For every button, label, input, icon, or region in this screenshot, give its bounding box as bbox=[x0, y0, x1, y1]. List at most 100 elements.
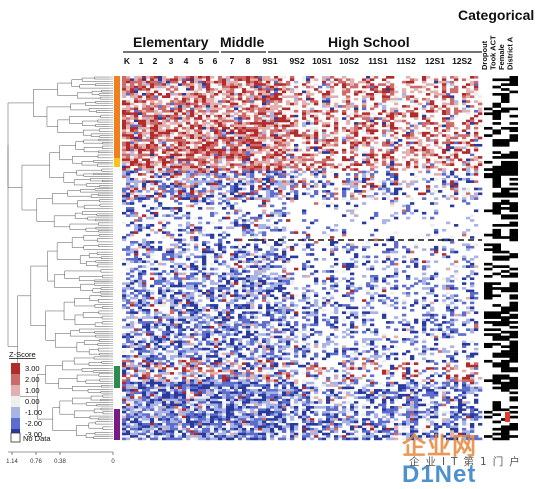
heatmap-cell bbox=[270, 253, 274, 256]
heatmap-cell bbox=[218, 243, 222, 246]
heatmap-cell bbox=[138, 78, 142, 81]
heatmap-cell bbox=[314, 292, 318, 295]
heatmap-cell bbox=[130, 302, 134, 305]
heatmap-cell bbox=[142, 188, 146, 191]
heatmap-cell bbox=[158, 316, 162, 319]
heatmap-cell bbox=[390, 236, 394, 239]
heatmap-cell bbox=[426, 168, 430, 171]
heatmap-cell bbox=[190, 185, 194, 188]
heatmap-cell bbox=[462, 311, 466, 314]
heatmap-cell bbox=[362, 91, 366, 94]
heatmap-cell bbox=[474, 156, 478, 159]
heatmap-cell bbox=[266, 127, 270, 130]
heatmap-cell bbox=[182, 268, 186, 271]
heatmap-cell bbox=[190, 168, 194, 171]
heatmap-cell bbox=[242, 159, 246, 162]
heatmap-cell bbox=[154, 161, 158, 164]
heatmap-cell bbox=[254, 287, 258, 290]
heatmap-cell bbox=[154, 197, 158, 200]
heatmap-cell bbox=[126, 146, 130, 149]
dendrogram-branch bbox=[95, 219, 109, 221]
heatmap-cell bbox=[186, 321, 190, 324]
heatmap-cell bbox=[370, 175, 374, 178]
heatmap-cell bbox=[158, 195, 162, 198]
heatmap-cell bbox=[366, 319, 370, 322]
heatmap-cell bbox=[322, 149, 326, 152]
heatmap-cell bbox=[214, 212, 218, 215]
heatmap-cell bbox=[230, 81, 234, 84]
heatmap-cell bbox=[202, 200, 206, 203]
heatmap-cell bbox=[170, 253, 174, 256]
heatmap-cell bbox=[242, 122, 246, 125]
heatmap-cell bbox=[142, 290, 146, 293]
heatmap-cell bbox=[258, 117, 262, 120]
heatmap-cell bbox=[294, 103, 298, 106]
heatmap-cell bbox=[326, 319, 330, 322]
heatmap-cell bbox=[342, 248, 346, 251]
heatmap-cell bbox=[330, 134, 334, 137]
heatmap-cell bbox=[154, 117, 158, 120]
heatmap-cell bbox=[270, 277, 274, 280]
heatmap-cell bbox=[226, 304, 230, 307]
heatmap-cell bbox=[346, 307, 350, 310]
heatmap-cell bbox=[306, 275, 310, 278]
heatmap-cell bbox=[342, 117, 346, 120]
heatmap-cell bbox=[202, 122, 206, 125]
heatmap-cell bbox=[386, 163, 390, 166]
heatmap-cell bbox=[454, 112, 458, 115]
heatmap-cell bbox=[434, 246, 438, 249]
heatmap-cell bbox=[450, 88, 454, 91]
heatmap-cell bbox=[158, 302, 162, 305]
heatmap-cell bbox=[150, 214, 154, 217]
heatmap-cell bbox=[410, 78, 414, 81]
heatmap-cell bbox=[194, 200, 198, 203]
heatmap-cell bbox=[406, 142, 410, 145]
heatmap-cell bbox=[174, 146, 178, 149]
heatmap-cell bbox=[330, 253, 334, 256]
heatmap-cell bbox=[170, 115, 174, 118]
heatmap-cell bbox=[174, 265, 178, 268]
dendrogram-branch bbox=[101, 115, 109, 118]
heatmap-cell bbox=[430, 154, 434, 157]
heatmap-cell bbox=[166, 171, 170, 174]
heatmap-cell bbox=[402, 112, 406, 115]
heatmap-cell bbox=[202, 81, 206, 84]
heatmap-cell bbox=[254, 105, 258, 108]
heatmap-cell bbox=[234, 185, 238, 188]
heatmap-cell bbox=[370, 154, 374, 157]
heatmap-cell bbox=[234, 292, 238, 295]
heatmap-cell bbox=[266, 154, 270, 157]
heatmap-cell bbox=[218, 226, 222, 229]
heatmap-cell bbox=[442, 256, 446, 259]
heatmap-cell bbox=[310, 98, 314, 101]
heatmap-cell bbox=[130, 188, 134, 191]
heatmap-cell bbox=[454, 273, 458, 276]
heatmap-cell bbox=[206, 81, 210, 84]
heatmap-cell bbox=[170, 183, 174, 186]
heatmap-cell bbox=[198, 316, 202, 319]
heatmap-cell bbox=[178, 314, 182, 317]
heatmap-cell bbox=[446, 307, 450, 310]
heatmap-cell bbox=[190, 294, 194, 297]
heatmap-cell bbox=[242, 214, 246, 217]
heatmap-cell bbox=[434, 178, 438, 181]
heatmap-cell bbox=[146, 195, 150, 198]
dendrogram-branch bbox=[98, 120, 109, 122]
heatmap-cell bbox=[278, 316, 282, 319]
heatmap-cell bbox=[154, 115, 158, 118]
heatmap-cell bbox=[446, 103, 450, 106]
dendrogram-branch bbox=[101, 295, 109, 297]
heatmap-cell bbox=[462, 78, 466, 81]
heatmap-cell bbox=[142, 297, 146, 300]
heatmap-cell bbox=[266, 151, 270, 154]
heatmap-cell bbox=[330, 105, 334, 108]
heatmap-cell bbox=[202, 321, 206, 324]
heatmap-cell bbox=[278, 144, 282, 147]
heatmap-cell bbox=[262, 188, 266, 191]
heatmap-cell bbox=[434, 161, 438, 164]
heatmap-cell bbox=[170, 311, 174, 314]
heatmap-cell bbox=[474, 173, 478, 176]
heatmap-cell bbox=[326, 302, 330, 305]
heatmap-cell bbox=[130, 137, 134, 140]
heatmap-cell bbox=[270, 307, 274, 310]
